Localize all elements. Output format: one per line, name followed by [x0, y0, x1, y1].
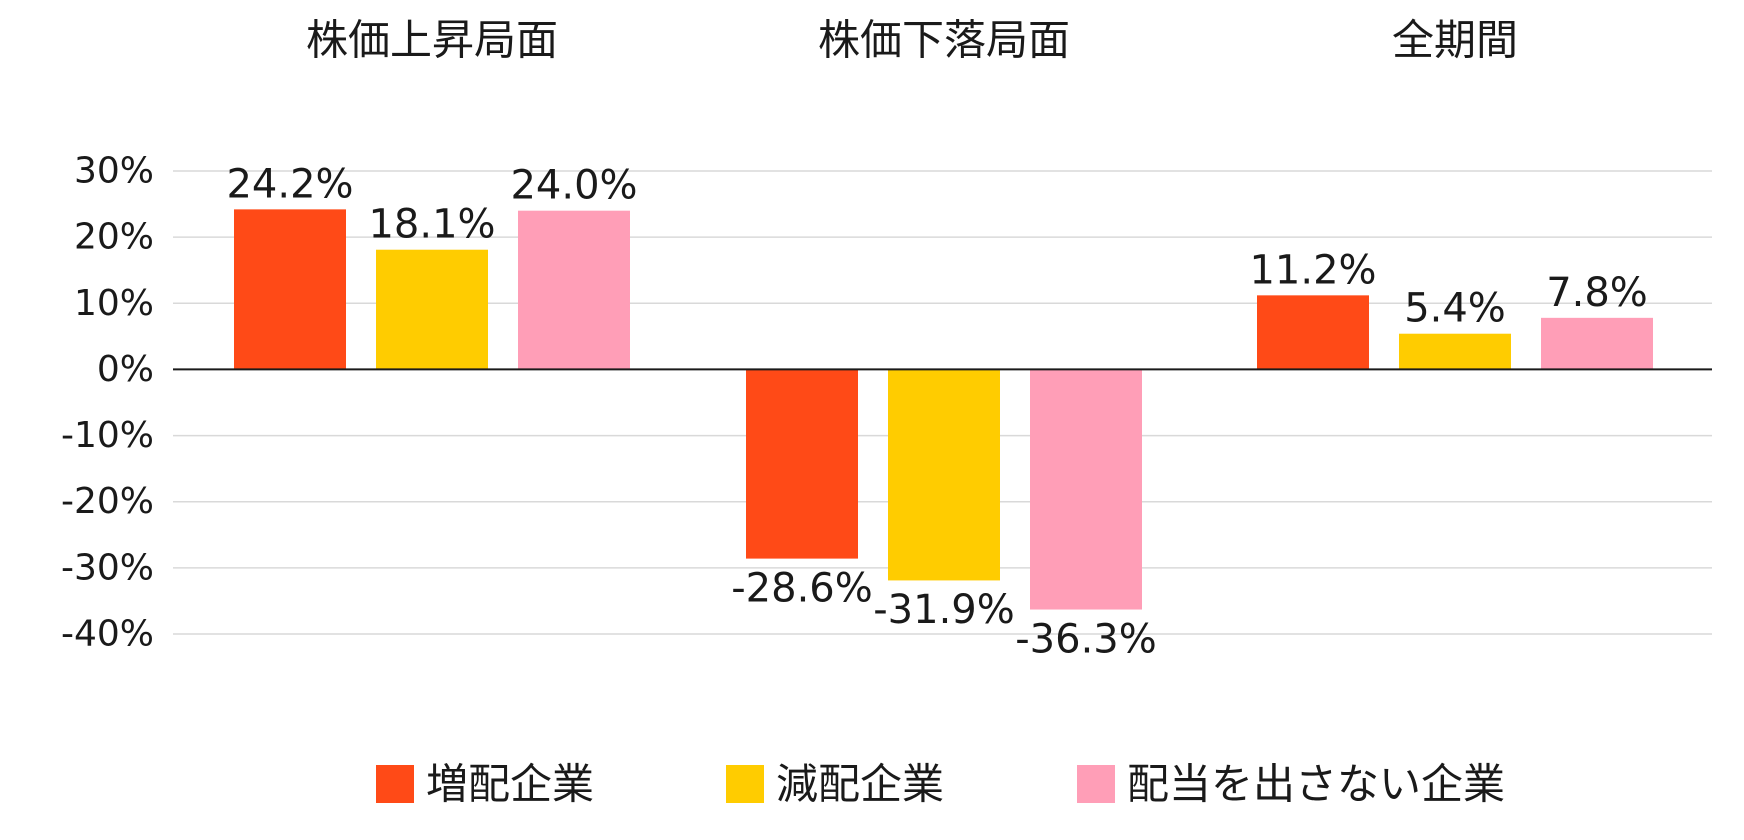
bar — [234, 209, 346, 370]
bar — [518, 210, 630, 370]
legend-swatch — [1077, 765, 1115, 803]
y-tick-label: 30% — [74, 151, 154, 192]
legend: 増配企業 減配企業 配当を出さない企業 — [376, 760, 1505, 809]
y-axis-ticks: 30% 20% 10% 0% -10% -20% -30% -40% — [61, 151, 154, 655]
category-title: 株価上昇局面 — [306, 16, 558, 65]
data-label: 7.8% — [1546, 270, 1648, 316]
legend-swatch — [376, 765, 414, 803]
bar — [1030, 369, 1142, 610]
category-titles: 株価上昇局面 株価下落局面 全期間 — [306, 16, 1518, 65]
y-tick-label: 20% — [74, 217, 154, 258]
data-label: 5.4% — [1404, 286, 1506, 332]
bars — [234, 209, 1653, 610]
bar — [746, 369, 858, 559]
legend-label: 減配企業 — [776, 760, 944, 809]
bar — [1257, 295, 1369, 370]
legend-item: 減配企業 — [726, 760, 944, 809]
category-title: 株価下落局面 — [818, 16, 1070, 65]
y-tick-label: -20% — [61, 481, 154, 522]
bar — [1541, 317, 1653, 370]
legend-item: 配当を出さない企業 — [1077, 760, 1505, 809]
legend-label: 配当を出さない企業 — [1127, 760, 1505, 809]
data-label: 18.1% — [368, 202, 495, 248]
y-tick-label: -10% — [61, 415, 154, 456]
y-tick-label: 10% — [74, 283, 154, 324]
legend-label: 増配企業 — [426, 760, 594, 809]
y-tick-label: 0% — [97, 349, 154, 390]
data-label: 11.2% — [1249, 247, 1376, 293]
category-title: 全期間 — [1392, 16, 1518, 65]
y-tick-label: -30% — [61, 547, 154, 588]
bar — [888, 369, 1000, 581]
data-label: -28.6% — [731, 565, 873, 611]
data-labels: 24.2% 18.1% 24.0% -28.6% -31.9%-36.3% 11.2% 5.… — [226, 161, 1647, 662]
data-label: -36.3% — [1015, 616, 1157, 662]
legend-swatch — [726, 765, 764, 803]
bar — [376, 249, 488, 370]
data-label: 24.2% — [226, 161, 353, 207]
legend-item: 増配企業 — [376, 760, 594, 809]
data-label: -31.9% — [873, 587, 1015, 633]
y-tick-label: -40% — [61, 614, 154, 655]
data-label: 24.0% — [510, 163, 637, 209]
bar — [1399, 333, 1511, 370]
